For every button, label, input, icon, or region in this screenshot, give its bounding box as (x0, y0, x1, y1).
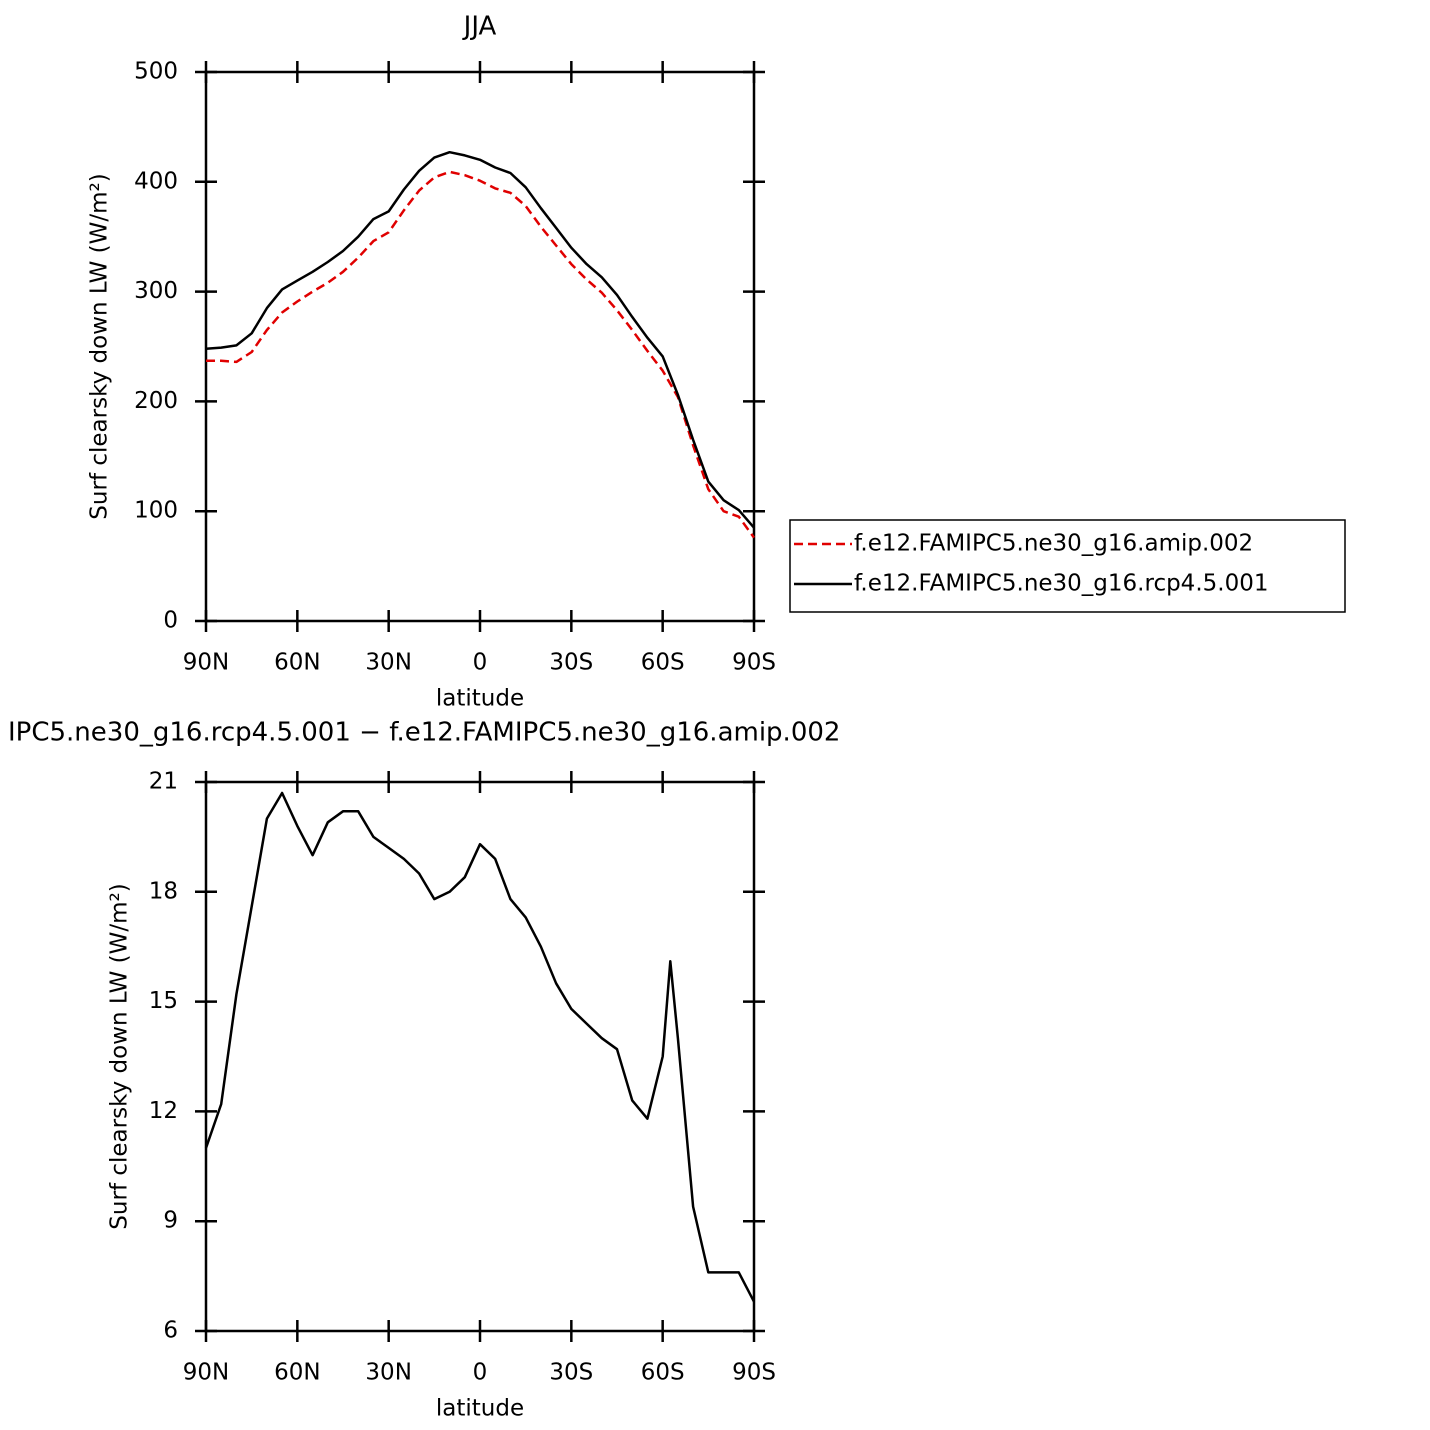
y-tick-label: 400 (134, 168, 178, 194)
x-tick-label: 0 (473, 650, 488, 676)
y-tick-label: 12 (149, 1098, 178, 1124)
legend-label: f.e12.FAMIPC5.ne30_g16.amip.002 (854, 531, 1253, 557)
x-tick-label: 0 (473, 1360, 488, 1386)
y-axis-label: Surf clearsky down LW (W/m²) (107, 883, 133, 1229)
x-tick-label: 30S (549, 1360, 593, 1386)
plot-frame (204, 780, 756, 1333)
y-tick-label: 21 (149, 769, 178, 795)
x-tick-label: 60N (274, 1360, 320, 1386)
y-tick-label: 200 (134, 388, 178, 414)
y-tick-label: 18 (149, 878, 178, 904)
x-tick-label: 60S (641, 1360, 685, 1386)
x-tick-label: 90N (183, 1360, 229, 1386)
y-tick-label: 6 (163, 1318, 178, 1344)
y-tick-label: 100 (134, 498, 178, 524)
x-tick-label: 60S (641, 650, 685, 676)
data-line (206, 170, 756, 539)
y-tick-label: 0 (163, 608, 178, 634)
x-tick-label: 30S (549, 650, 593, 676)
plot-frame (204, 70, 756, 623)
x-axis-label: latitude (436, 1396, 524, 1422)
x-tick-label: 90N (183, 650, 229, 676)
x-tick-label: 30N (365, 1360, 411, 1386)
chart-title: IPC5.ne30_g16.rcp4.5.001 − f.e12.FAMIPC5… (8, 718, 840, 748)
y-axis-label: Surf clearsky down LW (W/m²) (87, 173, 113, 519)
x-tick-label: 60N (274, 650, 320, 676)
legend-label: f.e12.FAMIPC5.ne30_g16.rcp4.5.001 (854, 571, 1268, 597)
x-tick-label: 90S (732, 650, 776, 676)
y-tick-label: 300 (134, 278, 178, 304)
legend-box (789, 519, 1346, 613)
chart-title: JJA (462, 12, 497, 42)
data-line (204, 791, 756, 1303)
y-tick-label: 9 (163, 1208, 178, 1234)
y-tick-label: 15 (149, 988, 178, 1014)
x-tick-label: 90S (732, 1360, 776, 1386)
x-tick-label: 30N (365, 650, 411, 676)
y-tick-label: 500 (134, 59, 178, 85)
data-line (205, 150, 755, 529)
x-axis-label: latitude (436, 686, 524, 712)
